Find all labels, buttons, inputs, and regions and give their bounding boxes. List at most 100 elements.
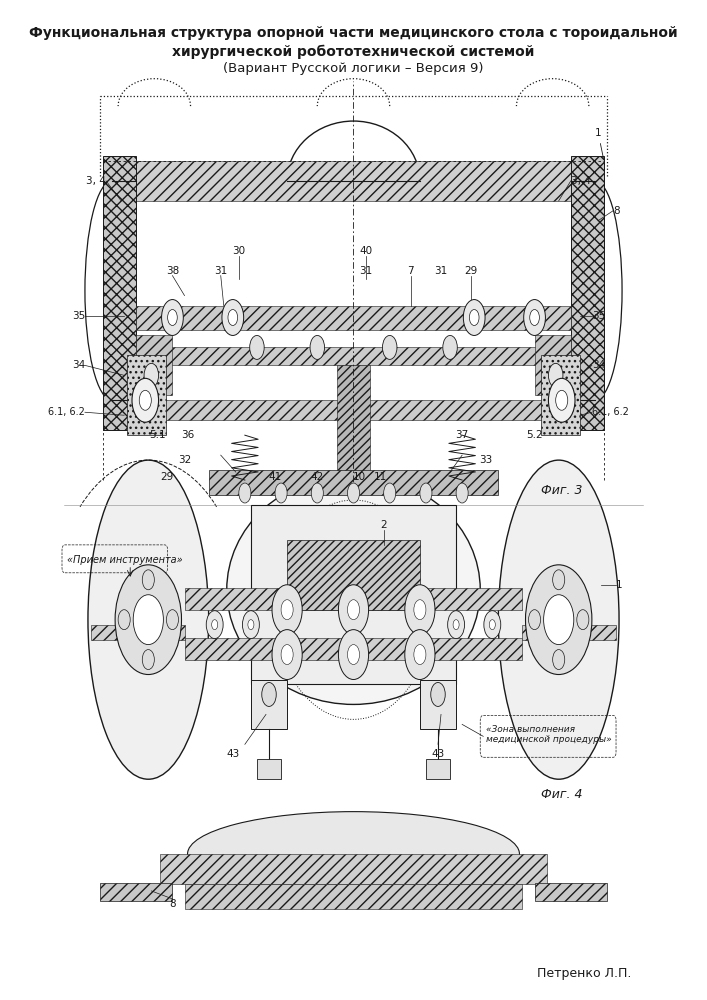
Bar <box>136 306 571 330</box>
Circle shape <box>443 335 457 359</box>
Text: 42: 42 <box>310 472 324 482</box>
Text: 41: 41 <box>269 472 281 482</box>
Bar <box>124 161 583 201</box>
Circle shape <box>262 682 276 706</box>
Circle shape <box>310 335 325 359</box>
Text: 8: 8 <box>169 899 176 909</box>
Circle shape <box>339 585 368 635</box>
Bar <box>522 625 616 640</box>
Circle shape <box>133 595 163 645</box>
Bar <box>287 540 420 610</box>
Text: Фиг. 4: Фиг. 4 <box>542 788 583 801</box>
Text: 5.1: 5.1 <box>149 430 165 440</box>
Text: 38: 38 <box>166 266 179 276</box>
Ellipse shape <box>498 460 619 779</box>
Circle shape <box>144 363 158 387</box>
Ellipse shape <box>227 475 480 704</box>
Bar <box>136 347 571 365</box>
Text: 33: 33 <box>479 455 493 465</box>
Text: 31: 31 <box>359 266 372 276</box>
Circle shape <box>281 600 293 620</box>
Circle shape <box>347 483 360 503</box>
Text: 6.1, 6.2: 6.1, 6.2 <box>592 407 629 417</box>
Ellipse shape <box>88 460 209 779</box>
Circle shape <box>469 310 479 325</box>
Text: 3, 4: 3, 4 <box>86 176 106 186</box>
Circle shape <box>525 565 592 675</box>
Bar <box>337 365 370 480</box>
Bar <box>185 884 522 909</box>
Circle shape <box>453 620 459 630</box>
Text: (Вариант Русской логики – Версия 9): (Вариант Русской логики – Версия 9) <box>223 62 484 75</box>
Circle shape <box>420 483 432 503</box>
Circle shape <box>414 645 426 665</box>
Circle shape <box>228 310 238 325</box>
Circle shape <box>489 620 496 630</box>
Circle shape <box>275 483 287 503</box>
Circle shape <box>529 610 541 630</box>
Bar <box>185 638 522 660</box>
Text: 30: 30 <box>233 246 245 256</box>
Text: 35: 35 <box>592 311 605 321</box>
Circle shape <box>414 600 426 620</box>
Bar <box>136 400 571 420</box>
Bar <box>541 355 580 435</box>
Bar <box>160 854 547 884</box>
Text: 43: 43 <box>431 749 445 759</box>
Circle shape <box>577 610 589 630</box>
Text: Функциональная структура опорной части медицинского стола с тороидальной: Функциональная структура опорной части м… <box>29 26 678 40</box>
Bar <box>185 588 522 610</box>
Text: 3, 4: 3, 4 <box>571 176 590 186</box>
Circle shape <box>544 595 574 645</box>
Circle shape <box>549 378 575 422</box>
Circle shape <box>142 570 154 590</box>
Circle shape <box>530 310 539 325</box>
Circle shape <box>139 390 151 410</box>
Text: 31: 31 <box>434 266 448 276</box>
Circle shape <box>168 310 177 325</box>
Circle shape <box>456 483 468 503</box>
Text: «Зона выполнения
медицинской процедуры»: «Зона выполнения медицинской процедуры» <box>486 725 612 744</box>
Text: 1: 1 <box>616 580 623 590</box>
Circle shape <box>311 483 323 503</box>
Text: «Прием инструмента»: «Прием инструмента» <box>67 555 182 565</box>
Bar <box>251 680 287 729</box>
Bar <box>91 625 185 640</box>
Circle shape <box>118 610 130 630</box>
Text: Фиг. 3: Фиг. 3 <box>542 484 583 497</box>
Bar <box>420 680 456 729</box>
Text: Петренко Л.П.: Петренко Л.П. <box>537 967 631 980</box>
Circle shape <box>347 645 360 665</box>
Text: 5.2: 5.2 <box>526 430 543 440</box>
Circle shape <box>272 585 302 635</box>
Text: 43: 43 <box>226 749 240 759</box>
Polygon shape <box>103 156 158 430</box>
Text: 29: 29 <box>160 472 173 482</box>
Bar <box>251 505 456 684</box>
Circle shape <box>272 630 302 680</box>
Polygon shape <box>549 156 604 430</box>
Circle shape <box>553 570 565 590</box>
Circle shape <box>162 300 183 335</box>
Bar <box>209 470 498 495</box>
Bar <box>257 759 281 779</box>
Text: 32: 32 <box>178 455 191 465</box>
Text: 7: 7 <box>407 266 414 276</box>
Ellipse shape <box>187 812 520 896</box>
Text: 36: 36 <box>181 430 194 440</box>
Text: 40: 40 <box>359 246 372 256</box>
Circle shape <box>484 611 501 639</box>
Bar <box>534 335 571 395</box>
Circle shape <box>382 335 397 359</box>
Bar <box>127 355 166 435</box>
Bar <box>426 759 450 779</box>
Circle shape <box>248 620 254 630</box>
Circle shape <box>448 611 464 639</box>
Text: 6.1, 6.2: 6.1, 6.2 <box>48 407 85 417</box>
Circle shape <box>405 585 435 635</box>
Text: 11: 11 <box>374 472 387 482</box>
Circle shape <box>384 483 396 503</box>
Text: 34: 34 <box>592 360 605 370</box>
Circle shape <box>166 610 178 630</box>
Circle shape <box>553 650 565 670</box>
